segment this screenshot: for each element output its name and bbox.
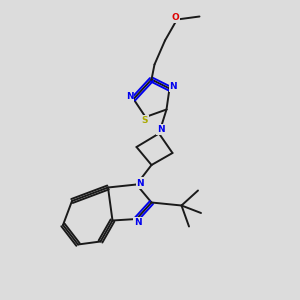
Text: N: N bbox=[126, 92, 134, 101]
Text: N: N bbox=[157, 125, 164, 134]
Text: S: S bbox=[142, 116, 148, 125]
Text: N: N bbox=[169, 82, 177, 91]
Text: N: N bbox=[134, 218, 142, 227]
Text: N: N bbox=[136, 178, 144, 188]
Text: O: O bbox=[172, 13, 179, 22]
